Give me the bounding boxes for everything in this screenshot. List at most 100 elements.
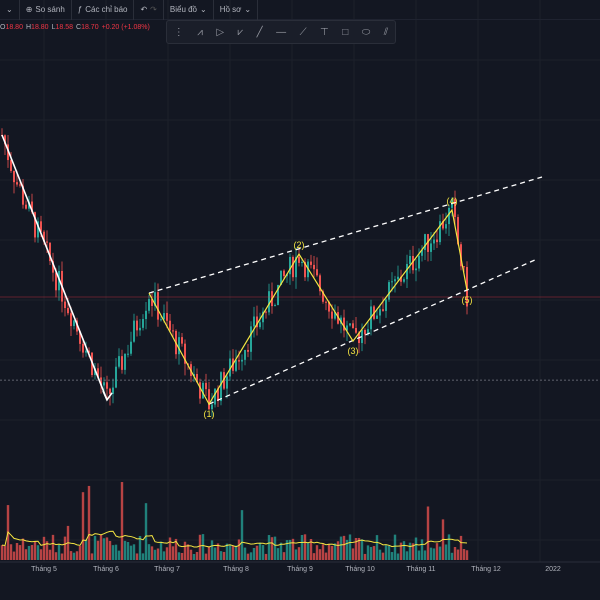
volume-bar xyxy=(345,539,349,560)
chart-type-button[interactable]: Biểu đồ ⌄ xyxy=(164,0,214,20)
volume-bar xyxy=(264,553,268,560)
symbol-dropdown[interactable]: ⌄ xyxy=(0,0,20,20)
candle-body xyxy=(334,312,336,319)
candle-body xyxy=(199,382,201,399)
function-icon: ƒ xyxy=(77,5,83,14)
candle-body xyxy=(52,261,54,273)
profile-button[interactable]: Hồ sơ ⌄ xyxy=(214,0,259,20)
volume-bar xyxy=(54,552,58,560)
triangle-icon[interactable]: ▷ xyxy=(216,26,225,38)
candle-body xyxy=(313,264,315,270)
volume-bar xyxy=(129,545,133,560)
horizontal-line-icon[interactable]: — xyxy=(276,26,287,38)
x-tick: Tháng 5 xyxy=(31,566,57,573)
volume-bar xyxy=(123,540,127,560)
candle-body xyxy=(292,256,294,278)
candle-body xyxy=(109,388,111,394)
volume-bar xyxy=(258,542,262,560)
trendline-icon[interactable]: ╱ xyxy=(256,26,263,38)
indicators-label: Các chỉ báo xyxy=(85,5,128,14)
pattern-icon[interactable]: ⩘ xyxy=(197,26,203,38)
plus-circle-icon: ⊕ xyxy=(25,5,33,14)
volume-bar xyxy=(210,540,214,560)
volume-bar xyxy=(102,538,106,560)
candle-body xyxy=(229,358,231,377)
redo-icon[interactable]: ↷ xyxy=(150,5,157,14)
candle-body xyxy=(274,305,276,307)
candle-body xyxy=(202,382,204,399)
volume-bar xyxy=(159,541,163,560)
candle-body xyxy=(139,327,141,331)
candle-body xyxy=(349,323,351,326)
candle-body xyxy=(412,255,414,271)
volume-bar xyxy=(243,547,247,560)
rectangle-icon[interactable]: □ xyxy=(342,26,349,38)
volume-bar xyxy=(180,552,184,560)
wave-label: (4) xyxy=(447,196,458,206)
volume-bar xyxy=(408,542,412,560)
volume-bar xyxy=(24,549,28,560)
volume-bar xyxy=(132,544,136,560)
candle-body xyxy=(100,377,102,386)
candle-body xyxy=(433,239,435,244)
volume-bar xyxy=(387,545,391,560)
candle-body xyxy=(343,317,345,331)
candle-body xyxy=(22,185,24,205)
volume-bar xyxy=(111,545,115,560)
parallel-channel-icon[interactable]: ⫽ xyxy=(383,26,389,38)
candle-body xyxy=(64,301,66,309)
ellipse-icon[interactable]: ⬭ xyxy=(361,26,371,38)
volume-bar xyxy=(426,506,430,560)
volume-bar xyxy=(0,545,4,560)
x-tick: Tháng 11 xyxy=(406,566,436,573)
candle-body xyxy=(148,299,150,311)
volume-bar xyxy=(30,544,34,560)
candle-body xyxy=(442,221,444,229)
volume-bar xyxy=(18,545,22,560)
candle-body xyxy=(277,284,279,306)
candle-body xyxy=(268,291,270,313)
volume-bar xyxy=(144,503,148,560)
volume-bar xyxy=(237,539,241,560)
undo-icon[interactable]: ↶ xyxy=(140,5,148,14)
candle-body xyxy=(73,320,75,327)
compare-button[interactable]: ⊕ So sánh xyxy=(20,0,72,20)
arrow-head-icon xyxy=(102,390,113,402)
volume-bar xyxy=(297,547,301,560)
volume-bar xyxy=(396,553,400,560)
candle-body xyxy=(241,359,243,362)
wave-icon[interactable]: ⩗ xyxy=(237,26,244,38)
candle-body xyxy=(10,160,12,171)
volume-bar xyxy=(300,535,304,560)
volume-bar xyxy=(276,548,280,560)
volume-bar xyxy=(294,549,298,560)
candle-body xyxy=(127,353,129,355)
candle-body xyxy=(16,182,18,185)
indicators-button[interactable]: ƒ Các chỉ báo xyxy=(72,0,135,20)
volume-bar xyxy=(327,543,331,560)
volume-bar xyxy=(48,549,52,560)
candle-body xyxy=(253,316,255,327)
candle-body xyxy=(331,311,333,319)
volume-bar xyxy=(306,542,310,560)
high-label: H xyxy=(25,24,32,31)
time-axis: Tháng 5 Tháng 6 Tháng 7 Tháng 8 Tháng 9 … xyxy=(0,566,600,578)
volume-bar xyxy=(273,536,277,560)
undo-redo: ↶ ↷ xyxy=(134,0,164,20)
x-tick: Tháng 10 xyxy=(345,566,375,573)
candle-body xyxy=(193,374,195,376)
chevron-down-icon: ⌄ xyxy=(244,5,252,14)
channel-upper-line xyxy=(148,176,543,294)
drag-handle-icon[interactable]: ⋮ xyxy=(173,26,184,38)
candle-body xyxy=(319,275,321,292)
volume-bar xyxy=(213,547,217,560)
x-tick: Tháng 12 xyxy=(471,566,501,573)
text-marker-icon[interactable]: ⊤ xyxy=(320,26,329,38)
x-tick: Tháng 6 xyxy=(93,566,119,573)
ray-icon[interactable]: ⟋ xyxy=(299,26,307,38)
volume-bar xyxy=(57,544,61,560)
candle-body xyxy=(445,224,447,229)
candle-body xyxy=(421,250,423,256)
volume-bar xyxy=(288,539,292,560)
